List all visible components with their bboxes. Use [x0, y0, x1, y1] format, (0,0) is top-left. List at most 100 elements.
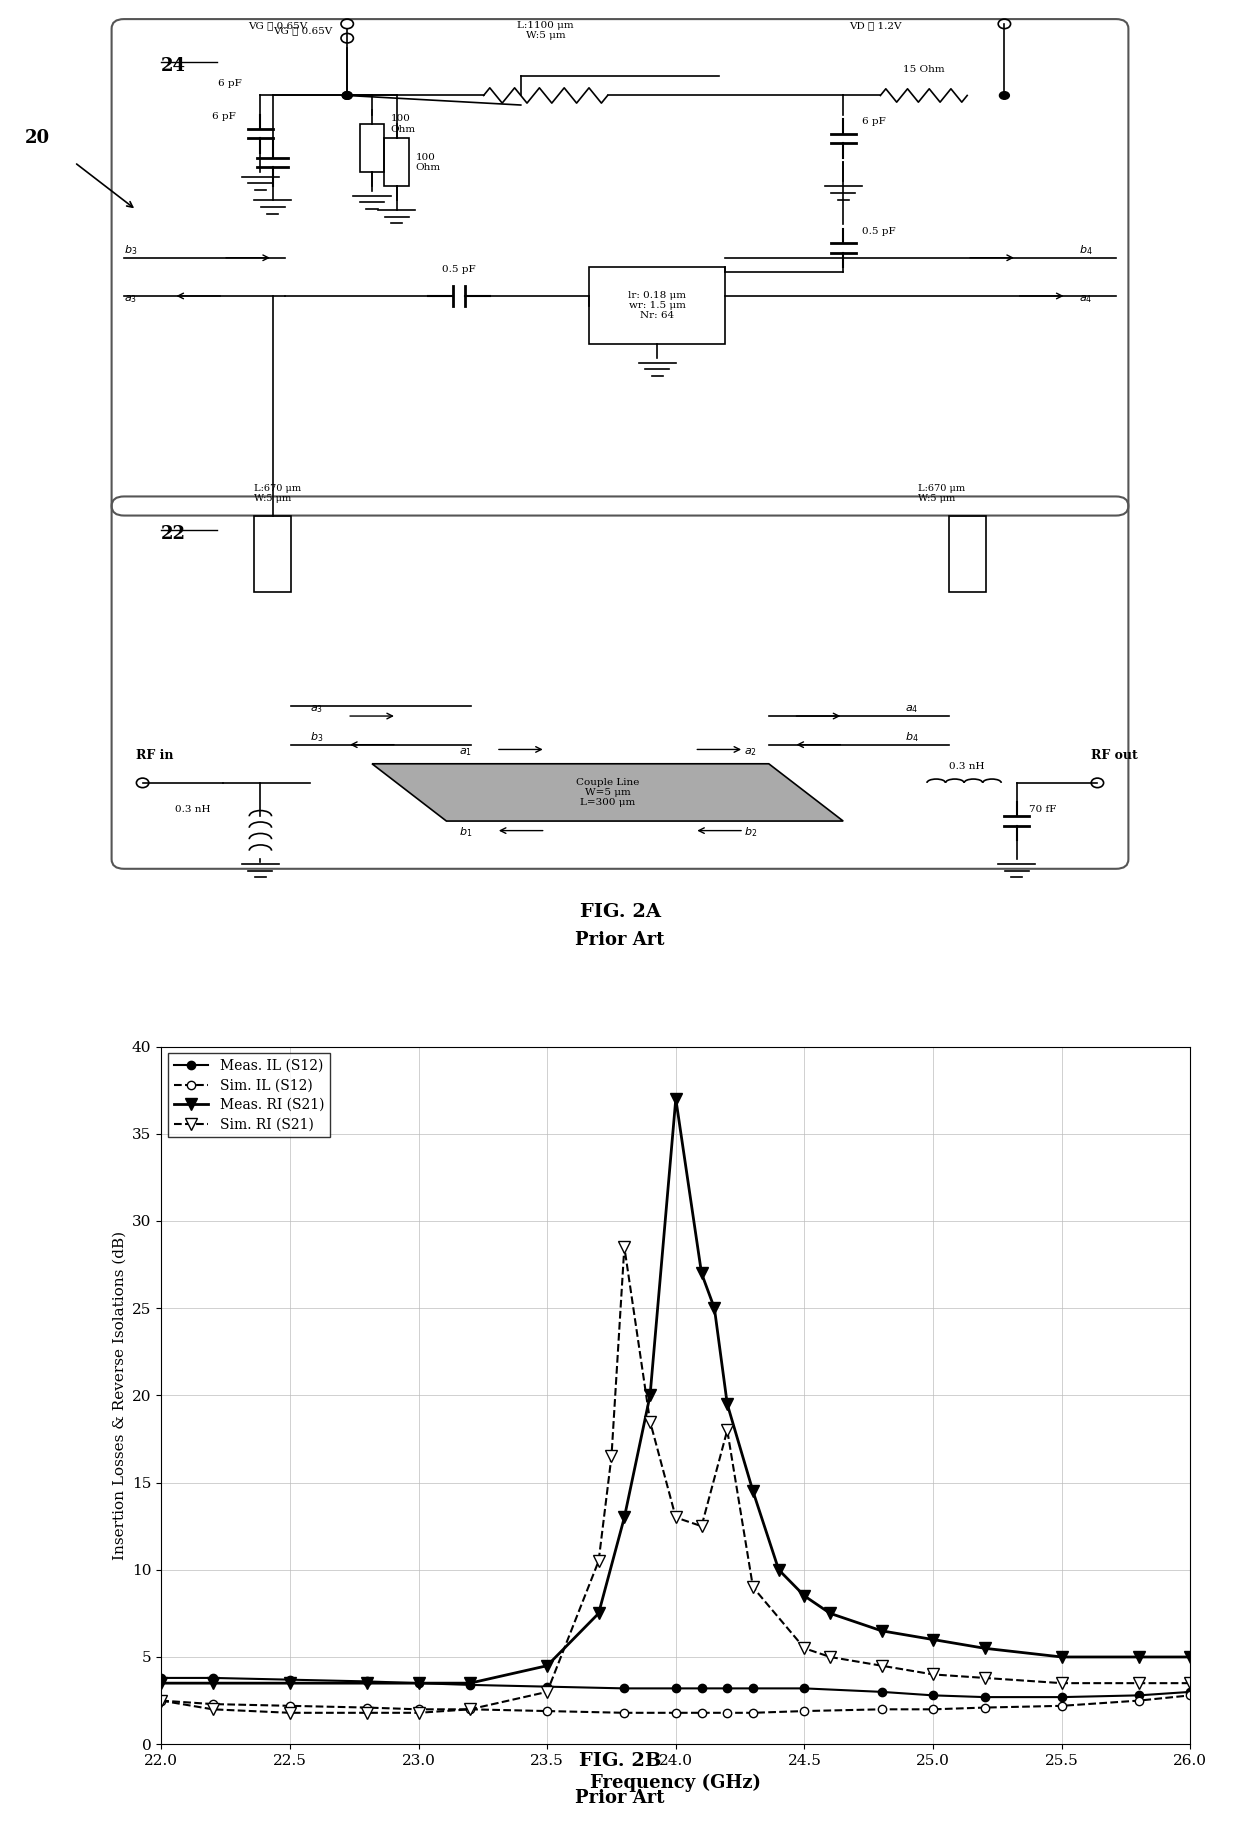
Meas. RI (S21): [618, 1506, 632, 1528]
Sim. IL (S12): [1132, 1689, 1147, 1711]
Text: 22: 22: [161, 525, 186, 543]
Meas. IL (S12): [618, 1678, 632, 1700]
Meas. RI (S21): [539, 1654, 554, 1676]
Meas. RI (S21): [720, 1394, 735, 1416]
Text: 20: 20: [25, 129, 50, 147]
Meas. IL (S12): [1183, 1682, 1198, 1704]
Sim. RI (S21): [720, 1419, 735, 1441]
Meas. IL (S12): [283, 1669, 298, 1691]
Circle shape: [342, 92, 352, 99]
Meas. RI (S21): [771, 1559, 786, 1581]
Meas. RI (S21): [1183, 1645, 1198, 1667]
Text: 0.5 pF: 0.5 pF: [862, 228, 895, 235]
Sim. RI (S21): [668, 1506, 683, 1528]
Text: 0.3 nH: 0.3 nH: [175, 804, 211, 813]
Meas. IL (S12): [360, 1671, 374, 1693]
Text: lr: 0.18 μm
wr: 1.5 μm
Nr: 64: lr: 0.18 μm wr: 1.5 μm Nr: 64: [629, 290, 686, 321]
Polygon shape: [372, 764, 843, 821]
Sim. IL (S12): [618, 1702, 632, 1724]
Text: 24: 24: [161, 57, 186, 75]
Text: Prior Art: Prior Art: [575, 1788, 665, 1807]
Sim. RI (S21): [1183, 1673, 1198, 1695]
Meas. RI (S21): [668, 1087, 683, 1109]
Text: Couple Line
W=5 μm
L=300 μm: Couple Line W=5 μm L=300 μm: [575, 777, 640, 808]
Sim. IL (S12): [874, 1698, 889, 1720]
Text: $b_2$: $b_2$: [744, 826, 758, 839]
Text: 100
Ohm: 100 Ohm: [391, 114, 415, 134]
Meas. RI (S21): [283, 1673, 298, 1695]
Meas. RI (S21): [1132, 1645, 1147, 1667]
Y-axis label: Insertion Losses & Reverse Isolations (dB): Insertion Losses & Reverse Isolations (d…: [113, 1230, 126, 1561]
Text: 6 pF: 6 pF: [862, 118, 885, 127]
Meas. IL (S12): [463, 1674, 477, 1696]
Meas. IL (S12): [694, 1678, 709, 1700]
Text: L:670 μm
W:5 μm: L:670 μm W:5 μm: [254, 485, 301, 503]
Meas. RI (S21): [154, 1673, 169, 1695]
Meas. RI (S21): [926, 1629, 941, 1651]
Sim. RI (S21): [604, 1445, 619, 1467]
Sim. RI (S21): [154, 1689, 169, 1711]
Text: 0.5 pF: 0.5 pF: [441, 264, 476, 274]
Line: Meas. IL (S12): Meas. IL (S12): [157, 1674, 1194, 1702]
Text: VD ≅ 1.2V: VD ≅ 1.2V: [849, 22, 901, 31]
Meas. IL (S12): [154, 1667, 169, 1689]
Sim. IL (S12): [539, 1700, 554, 1722]
Meas. RI (S21): [591, 1603, 606, 1625]
Text: 70 fF: 70 fF: [1029, 804, 1056, 813]
Sim. IL (S12): [1054, 1695, 1069, 1717]
Text: $a_3$: $a_3$: [310, 703, 324, 714]
Sim. IL (S12): [668, 1702, 683, 1724]
Sim. RI (S21): [205, 1698, 219, 1720]
Sim. RI (S21): [642, 1410, 657, 1432]
Meas. RI (S21): [463, 1673, 477, 1695]
Sim. IL (S12): [154, 1689, 169, 1711]
Sim. RI (S21): [463, 1698, 477, 1720]
Meas. RI (S21): [797, 1584, 812, 1606]
Text: FIG. 2B: FIG. 2B: [579, 1752, 661, 1770]
Sim. IL (S12): [977, 1696, 992, 1718]
Sim. IL (S12): [283, 1695, 298, 1717]
Sim. IL (S12): [745, 1702, 760, 1724]
Meas. RI (S21): [642, 1384, 657, 1406]
Line: Sim. RI (S21): Sim. RI (S21): [156, 1241, 1195, 1718]
Meas. RI (S21): [745, 1480, 760, 1502]
Meas. IL (S12): [205, 1667, 219, 1689]
Text: $a_4$: $a_4$: [905, 703, 919, 714]
Text: 15 Ohm: 15 Ohm: [903, 64, 945, 73]
Meas. RI (S21): [823, 1603, 838, 1625]
Text: $b_3$: $b_3$: [124, 242, 138, 257]
Text: $b_4$: $b_4$: [905, 731, 919, 744]
Meas. RI (S21): [977, 1638, 992, 1660]
Text: VG ≅ 0.65V: VG ≅ 0.65V: [248, 22, 308, 31]
Text: RF out: RF out: [1091, 749, 1138, 762]
Text: $a_1$: $a_1$: [459, 745, 472, 758]
Text: $a_4$: $a_4$: [1079, 292, 1092, 305]
Text: VG ≅ 0.65V: VG ≅ 0.65V: [273, 26, 332, 35]
Meas. IL (S12): [412, 1673, 427, 1695]
Sim. RI (S21): [797, 1638, 812, 1660]
Meas. RI (S21): [1054, 1645, 1069, 1667]
Meas. RI (S21): [412, 1673, 427, 1695]
Text: L:670 μm
W:5 μm: L:670 μm W:5 μm: [918, 485, 965, 503]
Sim. IL (S12): [205, 1693, 219, 1715]
Meas. IL (S12): [1132, 1684, 1147, 1706]
Bar: [384, 138, 409, 185]
Text: $b_4$: $b_4$: [1079, 242, 1092, 257]
Circle shape: [342, 92, 352, 99]
Text: FIG. 2A: FIG. 2A: [579, 903, 661, 920]
Legend: Meas. IL (S12), Sim. IL (S12), Meas. RI (S21), Sim. RI (S21): Meas. IL (S12), Sim. IL (S12), Meas. RI …: [169, 1054, 330, 1136]
Sim. IL (S12): [412, 1698, 427, 1720]
Text: $a_2$: $a_2$: [744, 745, 756, 758]
Bar: [949, 516, 986, 591]
Text: L:1100 μm
W:5 μm: L:1100 μm W:5 μm: [517, 20, 574, 40]
Sim. RI (S21): [977, 1667, 992, 1689]
Sim. IL (S12): [360, 1696, 374, 1718]
Meas. IL (S12): [745, 1678, 760, 1700]
Meas. RI (S21): [874, 1619, 889, 1641]
Text: 6 pF: 6 pF: [212, 112, 236, 121]
Meas. IL (S12): [874, 1682, 889, 1704]
Sim. RI (S21): [283, 1702, 298, 1724]
Text: $a_3$: $a_3$: [124, 292, 138, 305]
Sim. RI (S21): [926, 1663, 941, 1685]
Bar: [254, 516, 291, 591]
